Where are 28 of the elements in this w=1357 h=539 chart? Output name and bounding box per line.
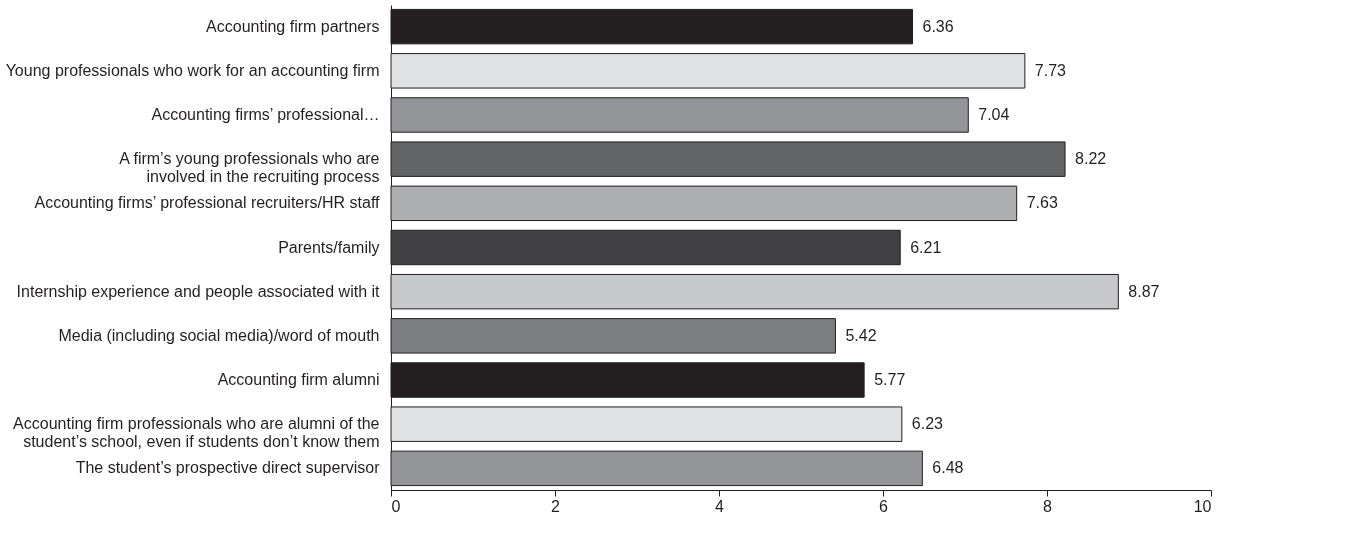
y-tick-label: Accounting firms’ professional recruiters/HR staff bbox=[34, 194, 381, 212]
data-label: 6.36 bbox=[922, 17, 954, 35]
y-tick-label: A firm’s young professionals who are involved in the recruiting process bbox=[119, 150, 380, 186]
x-tick-label: 0 bbox=[391, 497, 401, 515]
data-label: 5.42 bbox=[845, 326, 877, 344]
y-tick-label: Internship experience and people associated with it bbox=[16, 282, 381, 300]
data-label: 6.21 bbox=[910, 238, 942, 256]
y-tick-label: The student’s prospective direct supervisor bbox=[75, 459, 381, 477]
y-tick-label: Media (including social media)/word of mouth bbox=[58, 326, 380, 344]
data-label: 7.04 bbox=[978, 105, 1010, 123]
data-label: 7.63 bbox=[1026, 194, 1058, 212]
y-tick-label: Accounting firm professionals who are alumni of the student’s school, even if students don’t know them bbox=[13, 415, 380, 451]
data-label: 5.77 bbox=[874, 371, 906, 389]
data-label: 6.23 bbox=[911, 415, 944, 433]
y-tick-label: Young professionals who work for an accounting firm bbox=[5, 61, 380, 79]
y-tick-label: Accounting firm alumni bbox=[217, 371, 380, 389]
data-label: 7.73 bbox=[1034, 61, 1067, 79]
data-label: 8.22 bbox=[1075, 150, 1107, 168]
x-tick-label: 2 bbox=[551, 497, 561, 515]
x-tick-label: 10 bbox=[1193, 497, 1212, 515]
y-tick-label: Accounting firms’ professional… bbox=[151, 105, 380, 123]
y-tick-label: Accounting firm partners bbox=[206, 17, 380, 35]
data-label: 6.48 bbox=[932, 459, 964, 477]
x-tick-label: 8 bbox=[1043, 497, 1053, 515]
data-label: 8.87 bbox=[1128, 282, 1160, 300]
x-tick-label: 4 bbox=[715, 497, 725, 515]
x-tick-label: 6 bbox=[879, 497, 889, 515]
y-tick-label: Parents/family bbox=[278, 238, 380, 256]
